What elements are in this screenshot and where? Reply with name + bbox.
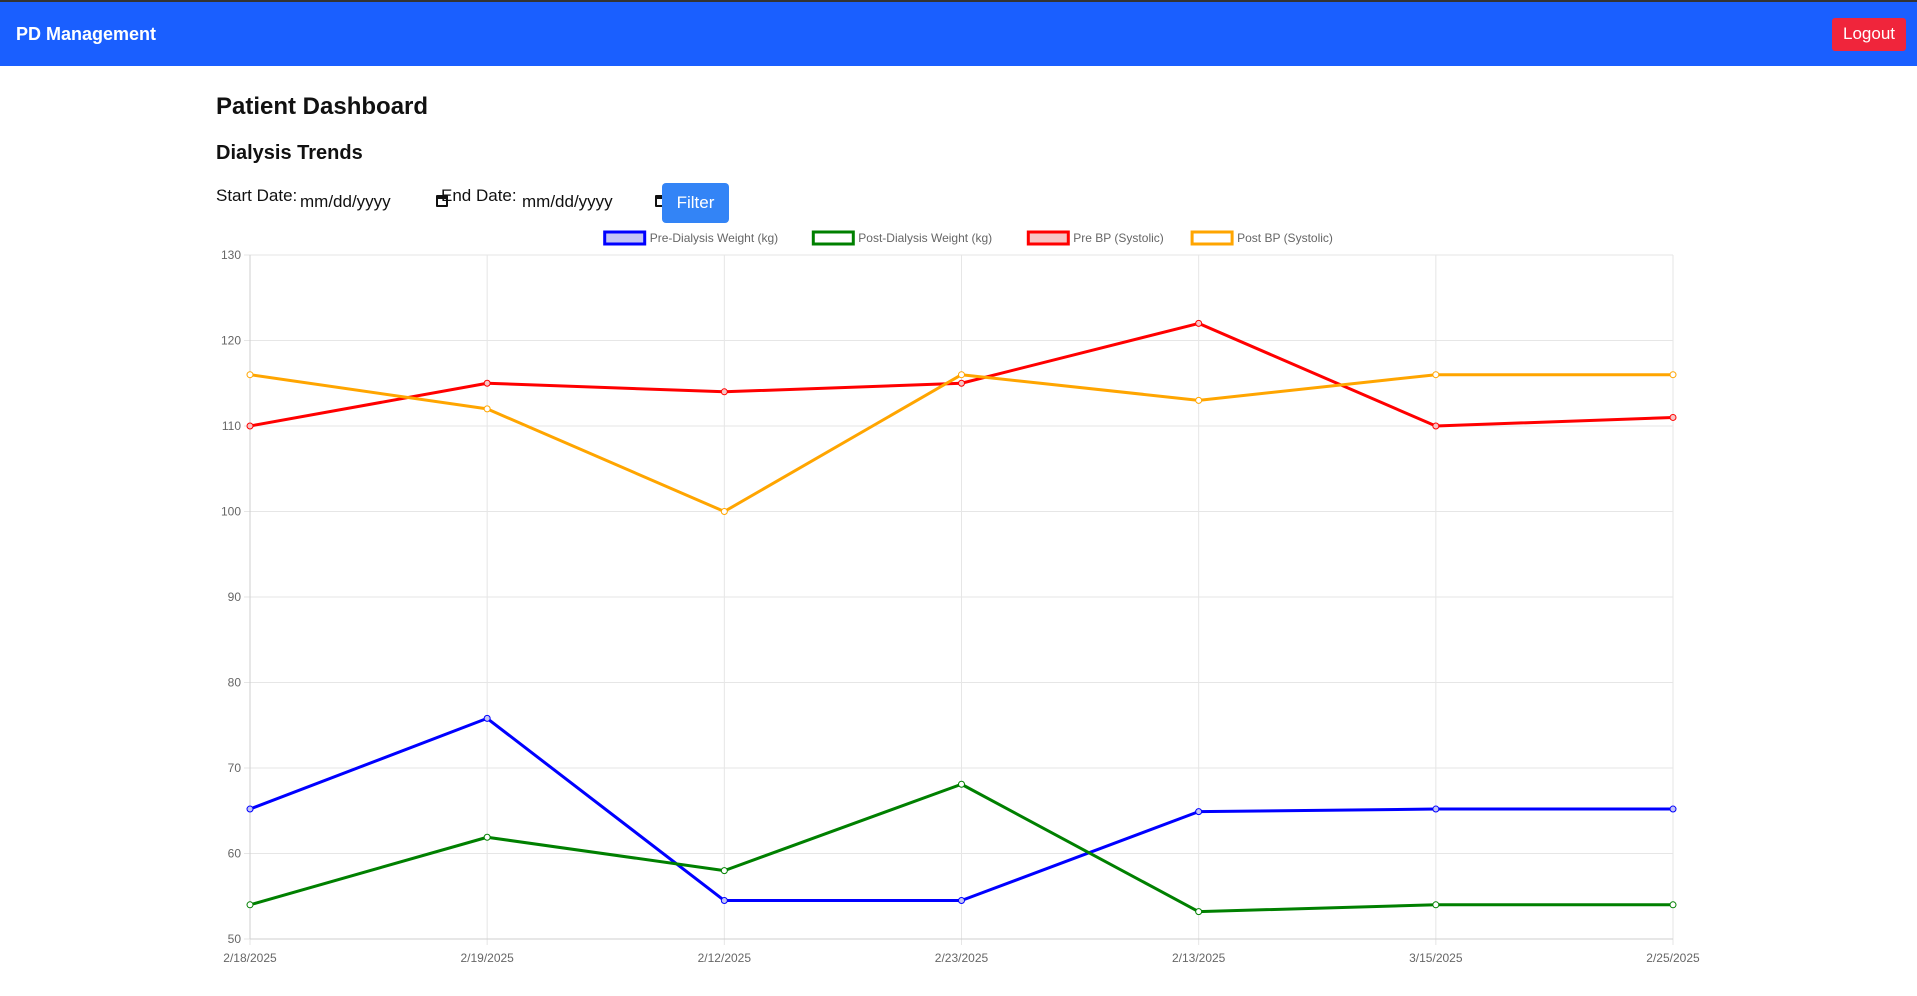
brand-title[interactable]: PD Management (16, 23, 157, 44)
data-point (246, 371, 254, 379)
y-tick-label: 110 (222, 419, 241, 433)
y-tick-label: 80 (228, 676, 242, 690)
page-title: Patient Dashboard (216, 93, 429, 120)
start-date-input[interactable]: mm/dd/yyyy (300, 189, 448, 215)
data-point (246, 422, 254, 430)
y-tick-label: 120 (221, 334, 241, 348)
data-point (958, 780, 965, 788)
data-point (1432, 371, 1440, 379)
data-point (720, 388, 728, 396)
legend-label: Pre-Dialysis Weight (kg) (650, 231, 778, 245)
legend-swatch (603, 230, 647, 246)
data-point (958, 897, 965, 905)
calendar-icon[interactable] (436, 195, 448, 207)
data-point (1432, 422, 1440, 430)
start-date-value: mm/dd/yyyy (300, 192, 391, 211)
y-tick-label: 70 (228, 761, 242, 775)
data-point (1195, 319, 1203, 327)
x-tick-label: 3/15/2025 (1409, 951, 1463, 965)
end-date-value: mm/dd/yyyy (522, 192, 613, 211)
x-tick-label: 2/12/2025 (698, 951, 752, 965)
dialysis-trends-chart: 50 60 70 80 90 100 110 120 130 2/18/2025 2/19/2025… (0, 225, 1917, 991)
x-tick-label: 2/23/2025 (935, 951, 989, 965)
data-point (958, 371, 965, 379)
legend-swatch (1190, 230, 1234, 246)
x-tick-label: 2/18/2025 (223, 951, 277, 965)
data-point (720, 897, 728, 905)
legend-item: Post BP (Systolic) (1190, 230, 1333, 246)
y-tick-label: 100 (221, 505, 241, 519)
x-tick-label: 2/25/2025 (1646, 951, 1700, 965)
x-tick-label: 2/19/2025 (460, 951, 514, 965)
data-point (1669, 371, 1677, 379)
data-point (1669, 901, 1677, 909)
logout-button[interactable]: Logout (1832, 17, 1906, 51)
legend-item: Pre-Dialysis Weight (kg) (603, 230, 778, 246)
data-point (1195, 808, 1203, 816)
data-point (1195, 908, 1203, 916)
x-tick-label: 2/13/2025 (1172, 951, 1226, 965)
data-point (246, 805, 254, 813)
data-point (483, 833, 491, 841)
legend-swatch (811, 230, 855, 246)
chart-svg: 50 60 70 80 90 100 110 120 130 2/18/2025 2/19/2025… (221, 230, 1700, 965)
legend-item: Pre BP (Systolic) (1026, 230, 1164, 246)
navbar: PD Management Logout (0, 2, 1917, 66)
data-point (483, 714, 491, 722)
data-point (246, 901, 254, 909)
filter-button[interactable]: Filter (662, 183, 729, 223)
top-border (0, 0, 1917, 2)
data-point (483, 405, 491, 413)
y-tick-label: 60 (228, 847, 242, 861)
data-point (1669, 805, 1677, 813)
section-title: Dialysis Trends (216, 142, 363, 164)
legend-label: Pre BP (Systolic) (1073, 231, 1163, 245)
y-tick-label: 130 (221, 248, 241, 262)
data-point (720, 508, 728, 515)
legend-label: Post-Dialysis Weight (kg) (858, 231, 992, 245)
end-date-input[interactable]: mm/dd/yyyy (522, 189, 667, 215)
legend-label: Post BP (Systolic) (1237, 231, 1333, 245)
data-point (958, 379, 965, 387)
data-point (720, 867, 728, 875)
y-tick-label: 90 (228, 590, 242, 604)
data-point (1432, 901, 1440, 909)
y-tick-label: 50 (228, 932, 242, 946)
data-point (483, 379, 491, 387)
data-point (1432, 805, 1440, 813)
data-point (1195, 396, 1203, 404)
start-date-label: Start Date: (216, 186, 298, 205)
data-point (1669, 413, 1677, 421)
legend-item: Post-Dialysis Weight (kg) (811, 230, 992, 246)
legend-swatch (1026, 230, 1070, 246)
end-date-label: End Date: (441, 186, 517, 205)
